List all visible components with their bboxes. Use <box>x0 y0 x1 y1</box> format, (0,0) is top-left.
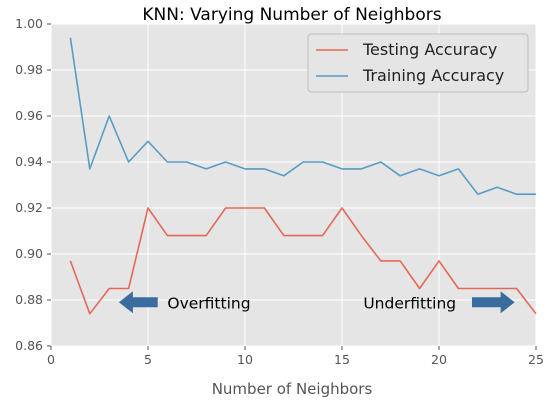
y-tick-label: 0.88 <box>15 292 43 307</box>
overfitting-label: Overfitting <box>167 294 250 312</box>
grid <box>50 23 537 347</box>
x-axis-label: Number of Neighbors <box>212 380 373 398</box>
x-tick-label: 25 <box>528 352 544 367</box>
underfitting-arrow-icon <box>471 291 515 314</box>
x-tick-label: 0 <box>47 352 55 367</box>
legend-box <box>307 33 529 93</box>
legend-label-testing-accuracy: Testing Accuracy <box>362 40 497 59</box>
legend: Testing Accuracy Training Accuracy <box>307 33 529 93</box>
x-tick-label: 5 <box>144 352 152 367</box>
x-tick-label: 15 <box>334 352 350 367</box>
x-tick-label: 20 <box>431 352 447 367</box>
y-tick-label: 0.98 <box>15 62 43 77</box>
axes: 0.86 0.88 0.90 0.92 0.94 0.96 0.98 1.00 0 5 10 15 20… <box>15 16 544 367</box>
x-tick-label: 10 <box>237 352 253 367</box>
underfitting-label: Underfitting <box>363 294 456 312</box>
y-tick-label: 0.94 <box>15 154 43 169</box>
y-tick-label: 1.00 <box>15 16 43 31</box>
y-tick-label: 0.90 <box>15 246 43 261</box>
training-accuracy-line <box>69 37 536 195</box>
series-lines <box>69 37 537 315</box>
testing-accuracy-line <box>69 207 537 315</box>
y-tick-label: 0.92 <box>15 200 43 215</box>
chart-title: KNN: Varying Number of Neighbors <box>142 5 441 25</box>
legend-label-training-accuracy: Training Accuracy <box>362 66 504 85</box>
overfitting-arrow-icon <box>118 291 158 314</box>
y-tick-label: 0.86 <box>15 338 43 353</box>
annotations: Overfitting Underfitting <box>118 291 515 314</box>
y-tick-label: 0.96 <box>15 108 43 123</box>
